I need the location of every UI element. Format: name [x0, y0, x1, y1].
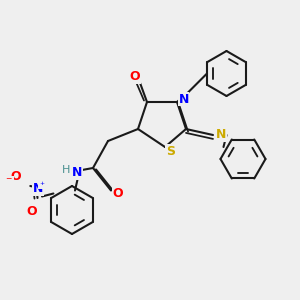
Text: N: N: [72, 166, 82, 179]
Text: N: N: [178, 92, 189, 106]
Text: $^+$: $^+$: [38, 180, 46, 189]
Text: N: N: [216, 128, 226, 142]
Text: O: O: [26, 205, 37, 218]
Text: H: H: [62, 165, 70, 176]
Text: O: O: [11, 170, 21, 184]
Text: $^-$: $^-$: [4, 176, 13, 187]
Text: N: N: [33, 182, 43, 196]
Text: O: O: [130, 70, 140, 83]
Text: O: O: [112, 187, 123, 200]
Text: S: S: [166, 145, 175, 158]
